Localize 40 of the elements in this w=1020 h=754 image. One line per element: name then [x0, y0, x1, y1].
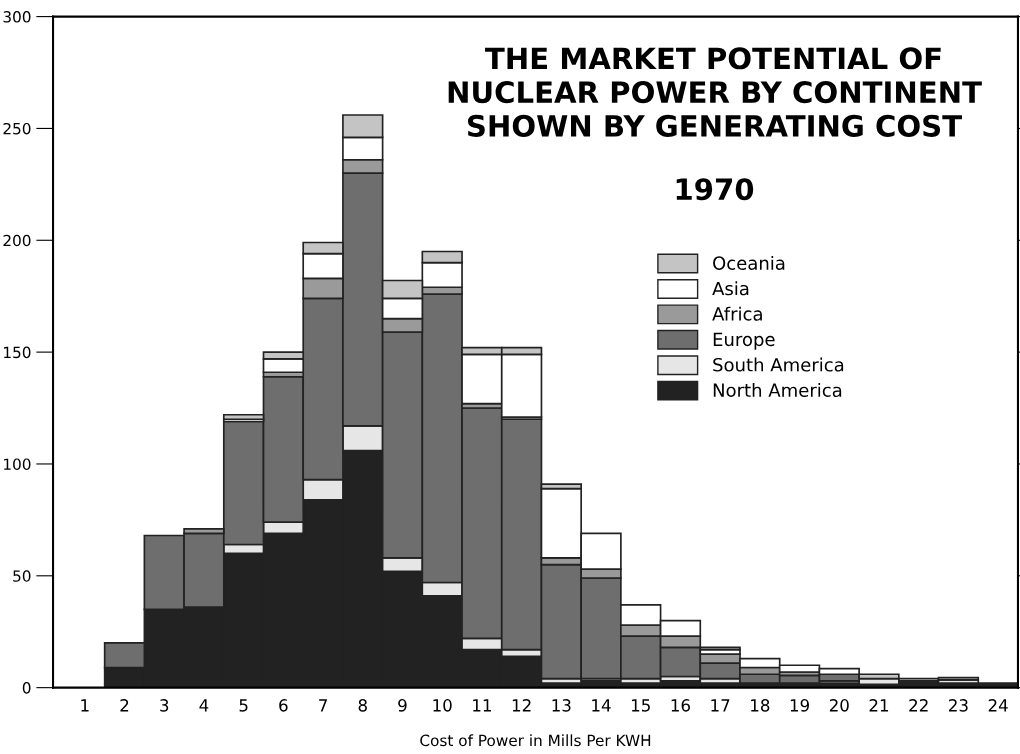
legend-label: North America	[713, 383, 842, 397]
x-tick-label: 14	[592, 699, 611, 712]
y-tick-label: 100	[4, 458, 31, 470]
x-axis-title: Cost of Power in Mills Per KWH	[420, 734, 651, 747]
text: 1970	[676, 178, 754, 201]
x-tick-label: 1	[81, 699, 89, 712]
legend-label: Asia	[712, 281, 749, 296]
x-tick-label: 22	[909, 699, 928, 712]
x-tick-label: 7	[319, 699, 327, 712]
x-tick-label: 18	[751, 699, 770, 712]
x-tick-label: 2	[120, 699, 129, 712]
x-tick-label: 12	[512, 699, 531, 712]
x-tick-label: 5	[239, 699, 248, 712]
x-tick-label: 17	[711, 699, 730, 712]
legend-label: South America	[713, 357, 844, 372]
x-tick-label: 6	[279, 699, 288, 712]
y-tick-label: 200	[3, 234, 31, 247]
x-tick-label: 21	[869, 699, 889, 712]
y-tick-label: 300	[3, 11, 31, 23]
x-tick-label: 24	[988, 699, 1008, 712]
x-tick-label: 15	[631, 699, 650, 712]
legend-label: Africa	[712, 306, 762, 321]
x-tick-label: 20	[829, 699, 849, 712]
text: THE MARKET POTENTIAL OF NUCLEAR POWER BY CONTINENT SHOWN BY GENERATING COST	[448, 47, 982, 137]
x-tick-label: 3	[160, 699, 169, 712]
y-tick-label: 250	[3, 122, 31, 135]
x-tick-label: 8	[358, 699, 367, 712]
x-tick-label: 10	[433, 699, 452, 712]
y-tick-label: 150	[4, 346, 31, 359]
y-tick-label: 50	[13, 570, 31, 582]
y-tick-label: 0	[22, 682, 31, 694]
legend-label: Europe	[713, 332, 775, 350]
x-tick-label: 19	[790, 699, 809, 712]
x-tick-label: 11	[473, 699, 491, 712]
x-tick-label: 13	[552, 699, 571, 712]
x-tick-label: 16	[671, 699, 690, 712]
x-tick-label: 9	[398, 699, 407, 712]
legend-label: Oceania	[713, 255, 785, 270]
x-tick-label: 4	[199, 699, 209, 712]
x-tick-label: 23	[949, 699, 968, 712]
